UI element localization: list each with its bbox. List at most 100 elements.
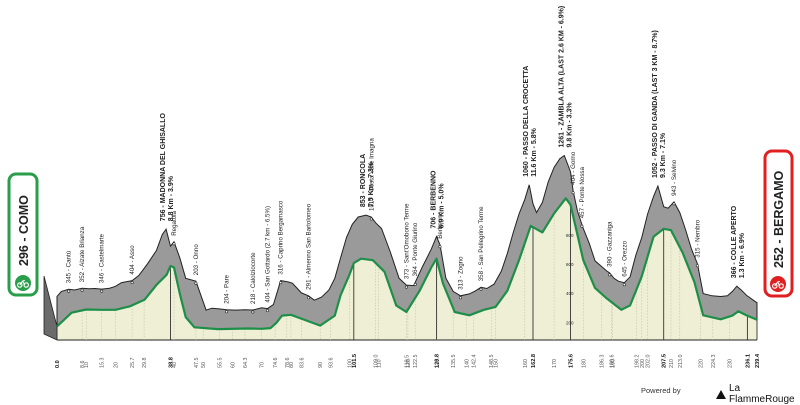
km-tick-label: 210 bbox=[669, 359, 675, 368]
cyclist-icon bbox=[770, 276, 786, 292]
place-marker bbox=[695, 264, 699, 268]
place-marker bbox=[100, 289, 104, 293]
km-tick-label: 50 bbox=[201, 362, 207, 368]
climb-stats-label: 9.3 Km - 7.1% bbox=[660, 132, 667, 178]
brand-logo: La FlammeRouge bbox=[716, 383, 800, 405]
km-tick-label: 101.5 bbox=[352, 354, 358, 368]
km-tick-label: 189.6 bbox=[609, 355, 615, 369]
km-tick-label: 109.0 bbox=[374, 355, 380, 369]
place-label: Berbenno bbox=[437, 211, 444, 238]
km-tick-label: 29.8 bbox=[142, 358, 148, 369]
km-tick-label: 15.3 bbox=[100, 358, 106, 369]
place-marker bbox=[172, 242, 176, 246]
km-tick-label: 40 bbox=[172, 362, 178, 368]
place-marker bbox=[67, 289, 71, 293]
km-tick-label: 236.1 bbox=[745, 354, 751, 368]
km-tick-label: 198.2 bbox=[635, 355, 641, 369]
place-marker bbox=[279, 281, 283, 285]
km-tick-label: 25.7 bbox=[130, 358, 136, 369]
place-label: 316 - Caprino Bergamasco bbox=[278, 200, 285, 275]
route-path bbox=[56, 197, 758, 331]
place-marker bbox=[265, 309, 269, 313]
km-tick-label: 160 bbox=[523, 359, 529, 368]
km-tick-label: 93.6 bbox=[329, 358, 335, 369]
place-marker bbox=[438, 245, 442, 249]
place-label: 943 - Selvino bbox=[671, 159, 678, 196]
climb-stats-label: 9.8 Km - 3.3% bbox=[566, 102, 573, 148]
place-label: 1017 - Costa Valle Imagna bbox=[368, 138, 375, 211]
km-tick-label: 180 bbox=[581, 359, 587, 368]
climb-name-label: 706 - BERBENNO bbox=[431, 170, 438, 229]
place-marker bbox=[369, 217, 373, 221]
place-marker bbox=[672, 202, 676, 206]
km-tick-label: 0.0 bbox=[55, 360, 61, 368]
place-marker bbox=[225, 310, 229, 314]
km-tick-label: 60 bbox=[230, 362, 236, 368]
km-tick-label: 207.5 bbox=[662, 354, 668, 368]
km-tick-label: 119.5 bbox=[404, 355, 410, 368]
km-tick-label: 150 bbox=[494, 359, 500, 368]
km-tick-label: 190 bbox=[611, 359, 617, 368]
place-marker bbox=[404, 285, 408, 289]
place-label: 345 - Cantù bbox=[66, 250, 73, 283]
place-marker bbox=[251, 310, 255, 314]
climb-name-label: 1060 - PASSO DELLA CROCETTA bbox=[523, 66, 530, 177]
climb-name-label: 366 - COLLE APERTO bbox=[731, 205, 738, 278]
place-label: 404 - Gorno bbox=[570, 151, 577, 185]
place-label: 291 - Almenno San Bartolomeo bbox=[306, 203, 313, 290]
km-guide-lines bbox=[56, 204, 758, 340]
place-marker bbox=[80, 288, 84, 292]
profile-base-area bbox=[57, 198, 757, 340]
km-tick-label: 162.8 bbox=[531, 354, 537, 368]
place-label: Regatola bbox=[171, 210, 178, 235]
km-tick-label: 64.3 bbox=[243, 358, 249, 369]
place-labels: 345 - Cantù 352 - Alzate Brianza 346 - Cas… bbox=[66, 138, 701, 314]
finish-badge: 252 - BERGAMO bbox=[763, 149, 794, 298]
climb-stats-label: 7.5 Km - 7.3% bbox=[368, 161, 375, 207]
km-tick-label: 129.8 bbox=[435, 354, 441, 368]
place-marker bbox=[458, 296, 462, 300]
place-label: 315 - Nembro bbox=[694, 219, 701, 257]
km-tick-label: 90 bbox=[318, 362, 324, 368]
elevation-ref-label: 600 bbox=[566, 262, 574, 267]
place-label: 204 - Pare bbox=[224, 274, 231, 303]
place-marker bbox=[413, 282, 417, 286]
elevation-ref-label: 800 bbox=[566, 233, 574, 238]
climb-stats-label: 11.6 Km - 5.8% bbox=[531, 127, 538, 176]
place-label: 313 - Zogno bbox=[458, 256, 465, 290]
km-tick-label: 170 bbox=[552, 359, 558, 368]
km-tick-label: 220 bbox=[698, 359, 704, 368]
place-label: 373 - Sant'Omobono Terme bbox=[403, 203, 410, 279]
km-tick-label: 122.5 bbox=[413, 355, 419, 369]
km-tick-label: 140 bbox=[464, 359, 470, 368]
km-tick-label: 186.3 bbox=[600, 355, 606, 369]
km-tick-label: 10 bbox=[84, 362, 90, 368]
km-tick-labels: 0.0 8.610 15.3 20 25.7 29.8 38.840 47.5 50 55.5 60… bbox=[55, 353, 761, 368]
km-tick-label: 202.0 bbox=[646, 355, 652, 369]
km-tick-label: 230 bbox=[728, 359, 734, 368]
km-tick-label: 38.8 bbox=[169, 357, 175, 368]
place-label: 352 - Alzate Brianza bbox=[79, 226, 86, 282]
flamme-rouge-icon bbox=[716, 389, 726, 399]
climb-stats-label: 6.9 Km - 5.0% bbox=[439, 183, 446, 229]
place-marker bbox=[479, 287, 483, 291]
place-marker bbox=[194, 281, 198, 285]
km-tick-label: 213.0 bbox=[678, 355, 684, 369]
km-tick-label: 110 bbox=[377, 359, 383, 368]
km-tick-label: 130 bbox=[435, 359, 441, 368]
climb-labels: 756 - MADONNA DEL GHISALLO 8.8 Km - 3.9% 8… bbox=[160, 6, 746, 278]
place-label: 346 - Castelmarte bbox=[99, 233, 106, 283]
km-tick-label: 74.6 bbox=[273, 358, 279, 369]
km-tick-label: 47.5 bbox=[194, 358, 200, 369]
finish-label: 252 - BERGAMO bbox=[772, 170, 786, 268]
km-tick-label: 200 bbox=[640, 359, 646, 368]
climb-name-label: 756 - MADONNA DEL GHISALLO bbox=[160, 113, 167, 222]
place-marker bbox=[622, 283, 626, 287]
brand-name: La FlammeRouge bbox=[729, 383, 795, 405]
route-line bbox=[56, 197, 758, 331]
place-label: 645 - Orezzo bbox=[621, 240, 628, 276]
climb-name-label: 1261 - ZAMBLA ALTA (LAST 2.6 KM - 6.9%) bbox=[558, 6, 565, 148]
km-tick-label: 148.5 bbox=[489, 355, 495, 369]
place-label: 390 - Gazzaniga bbox=[607, 221, 614, 267]
elevation-ref-label: 200 bbox=[566, 320, 574, 325]
